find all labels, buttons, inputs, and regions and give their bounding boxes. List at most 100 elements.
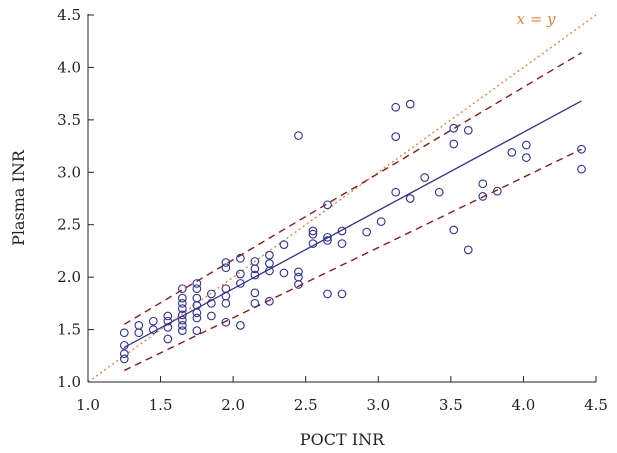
data-point [177,326,187,335]
data-point [236,269,245,279]
data-point [577,144,586,154]
data-point [323,232,332,242]
x-tick-label: 2.5 [294,396,318,414]
data-point [221,258,231,267]
data-point [177,293,187,303]
data-point [405,194,415,203]
data-point [177,304,187,313]
data-point [177,310,187,320]
data-point [337,289,347,299]
data-point [221,317,231,327]
data-point [294,131,303,140]
y-ticks: 1.0 1.5 2.0 2.5 3.0 3.5 4.0 4.5 [57,6,94,391]
data-point [507,148,517,157]
y-tick-label: 1.0 [57,373,81,391]
data-point [192,279,202,288]
data-point [391,187,401,197]
data-point [376,217,386,226]
data-point [250,264,260,274]
data-points [119,99,586,364]
data-point [177,284,187,294]
data-point [265,250,274,260]
x-tick-label: 4.0 [511,396,535,414]
data-point [177,321,187,330]
y-tick-label: 3.5 [57,111,81,129]
data-point [434,187,444,197]
data-point [521,140,531,150]
data-point [119,340,129,350]
x-axis-label: POCT INR [300,430,385,449]
x-tick-label: 1.5 [149,396,173,414]
data-point [391,132,401,141]
data-point [294,267,303,277]
y-tick-label: 2.5 [57,216,81,234]
identity-line-annotation: x = y [516,10,556,28]
data-point [192,326,202,335]
data-point [478,179,488,189]
data-point [236,279,245,288]
data-point [207,289,216,299]
data-point [420,173,430,182]
y-tick-label: 3.0 [57,163,81,181]
data-point [163,311,173,321]
x-tick-label: 4.5 [584,396,608,414]
data-point [265,259,274,268]
axes: 1.0 1.5 2.0 2.5 3.0 3.5 4.0 4.5 1.0 1.5 2.0 2.5 3.0… [57,6,608,414]
data-point [119,328,129,338]
data-point [134,321,144,330]
data-point [177,299,187,308]
data-point [337,226,347,236]
data-point [207,299,216,308]
data-point [492,186,502,196]
y-tick-label: 1.5 [57,321,81,339]
data-point [192,293,202,303]
data-point [250,288,260,298]
data-point [221,299,231,308]
data-point [308,239,318,248]
data-point [391,102,401,112]
data-point [236,253,245,263]
data-point [362,227,372,237]
data-point [521,153,531,162]
y-axis-label: Plasma INR [9,149,28,246]
data-point [250,270,260,280]
data-point [279,240,289,249]
x-ticks: 1.0 1.5 2.0 2.5 3.0 3.5 4.0 4.5 [76,376,608,414]
data-point [148,325,158,334]
data-point [148,316,158,326]
data-point [405,99,415,109]
upper-limit-line [123,52,582,325]
data-point [279,268,289,278]
y-tick-label: 4.5 [57,6,81,24]
data-point [134,328,144,338]
data-point [192,313,202,323]
y-tick-label: 2.0 [57,268,81,286]
data-point [163,316,173,326]
data-point [221,284,231,294]
data-point [478,192,488,201]
x-tick-label: 3.5 [439,396,463,414]
data-point [449,225,459,235]
lower-limit-line [123,148,582,372]
data-point [177,315,187,325]
data-point [119,349,129,359]
data-point [449,123,459,133]
data-point [294,280,303,289]
data-point [192,308,202,318]
data-point [119,354,129,364]
data-point [337,239,347,248]
plot-area [87,14,597,383]
data-point [323,289,332,299]
data-point [207,311,216,321]
x-tick-label: 1.0 [76,396,100,414]
data-point [221,263,231,273]
x-tick-label: 3.0 [366,396,390,414]
data-point [163,323,173,332]
data-point [308,229,318,239]
data-point [449,139,459,149]
data-point [236,321,245,330]
data-point [265,266,274,276]
data-point [294,272,303,282]
data-point [250,299,260,308]
